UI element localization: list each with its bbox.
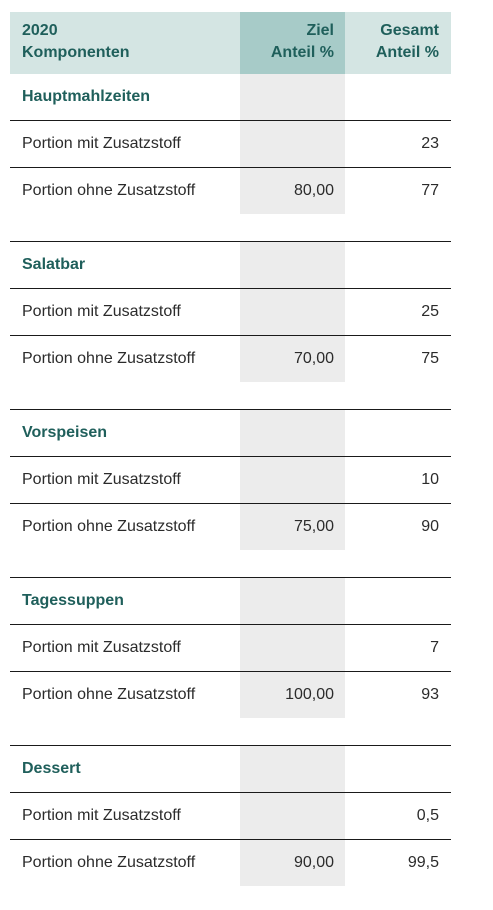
header-gesamt-label: Gesamt — [380, 22, 439, 39]
ziel-value: 100,00 — [285, 686, 334, 703]
group-title: Dessert — [22, 760, 81, 777]
row-label: Portion mit Zusatzstoff — [22, 807, 181, 824]
table-row: Portion mit Zusatzstoff 23 — [10, 120, 451, 167]
ziel-column-shade — [240, 410, 345, 550]
row-label: Portion mit Zusatzstoff — [22, 303, 181, 320]
gesamt-value: 77 — [421, 182, 439, 199]
table-row: Portion ohne Zusatzstoff 75,00 90 — [10, 503, 451, 550]
table-group: Hauptmahlzeiten Portion mit Zusatzstoff 23… — [10, 74, 451, 214]
table-group: Dessert Portion mit Zusatzstoff 0,5 Portion… — [10, 745, 451, 886]
row-label: Portion ohne Zusatzstoff — [22, 518, 196, 535]
gesamt-value: 90 — [421, 518, 439, 535]
gesamt-value: 0,5 — [416, 807, 439, 824]
header-ziel: Ziel Anteil % — [240, 12, 345, 74]
group-title: Tagessuppen — [22, 592, 124, 609]
table-row: Portion ohne Zusatzstoff 80,00 77 — [10, 167, 451, 214]
group-title: Hauptmahlzeiten — [22, 88, 151, 105]
header-gesamt: Gesamt Anteil % — [345, 12, 451, 74]
table-group: Vorspeisen Portion mit Zusatzstoff 10 Porti… — [10, 409, 451, 550]
row-label: Portion ohne Zusatzstoff — [22, 686, 196, 703]
row-label: Portion ohne Zusatzstoff — [22, 182, 196, 199]
ziel-value: 75,00 — [293, 518, 334, 535]
table-header: 2020 Komponenten Ziel Anteil % Gesamt An… — [10, 12, 451, 74]
ziel-column-shade — [240, 74, 345, 214]
gesamt-value: 25 — [421, 303, 439, 320]
header-year: 2020 — [22, 22, 58, 39]
ziel-column-shade — [240, 578, 345, 718]
table-group: Salatbar Portion mit Zusatzstoff 25 Portion… — [10, 241, 451, 382]
header-ziel-unit: Anteil % — [270, 44, 334, 61]
table-body: Hauptmahlzeiten Portion mit Zusatzstoff 23… — [10, 74, 451, 886]
header-ziel-label: Ziel — [306, 22, 334, 39]
group-title: Vorspeisen — [22, 424, 108, 441]
group-title: Salatbar — [22, 256, 86, 273]
header-komponenten: 2020 Komponenten — [10, 12, 240, 74]
gesamt-value: 23 — [421, 135, 439, 152]
gesamt-value: 75 — [421, 350, 439, 367]
gesamt-value: 7 — [430, 639, 439, 656]
table-row: Portion mit Zusatzstoff 25 — [10, 288, 451, 335]
row-label: Portion mit Zusatzstoff — [22, 639, 181, 656]
ziel-value: 70,00 — [293, 350, 334, 367]
components-table: 2020 Komponenten Ziel Anteil % Gesamt An… — [10, 12, 451, 886]
table-row: Portion ohne Zusatzstoff 90,00 99,5 — [10, 839, 451, 886]
ziel-value: 90,00 — [293, 854, 334, 871]
ziel-column-shade — [240, 746, 345, 886]
row-label: Portion ohne Zusatzstoff — [22, 350, 196, 367]
row-label: Portion mit Zusatzstoff — [22, 471, 181, 488]
gesamt-value: 10 — [421, 471, 439, 488]
header-gesamt-unit: Anteil % — [375, 44, 439, 61]
table-row: Portion ohne Zusatzstoff 70,00 75 — [10, 335, 451, 382]
table-row: Portion mit Zusatzstoff 0,5 — [10, 792, 451, 839]
group-title-row: Salatbar — [10, 242, 451, 288]
row-label: Portion ohne Zusatzstoff — [22, 854, 196, 871]
table-group: Tagessuppen Portion mit Zusatzstoff 7 Porti… — [10, 577, 451, 718]
row-label: Portion mit Zusatzstoff — [22, 135, 181, 152]
group-title-row: Tagessuppen — [10, 578, 451, 624]
table-row: Portion ohne Zusatzstoff 100,00 93 — [10, 671, 451, 718]
group-title-row: Vorspeisen — [10, 410, 451, 456]
table-row: Portion mit Zusatzstoff 10 — [10, 456, 451, 503]
table-row: Portion mit Zusatzstoff 7 — [10, 624, 451, 671]
header-komponenten-label: Komponenten — [22, 44, 130, 61]
gesamt-value: 93 — [421, 686, 439, 703]
group-title-row: Hauptmahlzeiten — [10, 74, 451, 120]
gesamt-value: 99,5 — [407, 854, 439, 871]
group-title-row: Dessert — [10, 746, 451, 792]
ziel-value: 80,00 — [293, 182, 334, 199]
ziel-column-shade — [240, 242, 345, 382]
